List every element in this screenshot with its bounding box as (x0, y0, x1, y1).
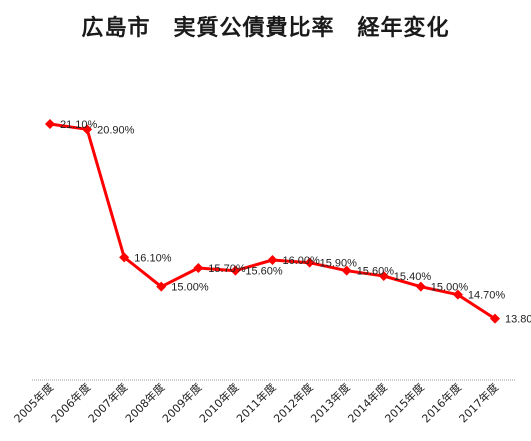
data-point-marker (193, 263, 204, 273)
data-label: 13.80% (505, 314, 531, 326)
data-point-marker (156, 281, 167, 292)
data-point-marker (304, 257, 315, 268)
data-label: 15.40% (394, 271, 432, 283)
data-label: 14.70% (468, 290, 506, 302)
data-point-marker (341, 265, 352, 276)
x-tick-label: 2013年度 (308, 380, 353, 425)
series-layer (45, 119, 500, 324)
x-tick-label: 2010年度 (196, 380, 241, 425)
data-point-marker (119, 252, 130, 263)
series-line (49, 122, 496, 320)
data-label: 15.90% (320, 258, 358, 270)
data-label: 20.90% (97, 124, 135, 136)
x-tick-label: 2014年度 (345, 380, 390, 425)
x-tick-layer: 2005年度2006年度2007年度2008年度2009年度2010年度2011… (11, 380, 501, 425)
data-point-marker (230, 265, 241, 276)
x-tick-label: 2008年度 (122, 380, 167, 425)
x-tick-label: 2015年度 (382, 380, 427, 425)
data-label: 15.60% (245, 266, 283, 278)
x-tick-label: 2005年度 (11, 380, 56, 425)
data-point-marker (490, 313, 500, 324)
x-tick-label: 2007年度 (85, 380, 130, 425)
data-point-marker (415, 281, 426, 292)
data-point-marker (267, 255, 278, 265)
x-tick-label: 2011年度 (233, 380, 278, 425)
data-label: 15.00% (171, 282, 209, 294)
x-tick-label: 2017年度 (456, 380, 501, 425)
data-label-layer: 21.10% 20.90%16.10%15.00%15.70% 15.60%16.0… (60, 119, 531, 326)
x-tick-label: 2006年度 (48, 380, 93, 425)
data-point-marker (452, 289, 463, 300)
x-tick-label: 2016年度 (419, 380, 464, 425)
data-point-marker (45, 119, 55, 129)
data-label: 16.10% (134, 252, 172, 264)
data-label: 16.00% (283, 255, 321, 267)
x-tick-label: 2009年度 (159, 380, 204, 425)
data-label: 15.60% (357, 266, 395, 278)
data-point-marker (378, 271, 389, 281)
data-point-marker (82, 124, 93, 135)
data-label: 15.70% (208, 263, 246, 275)
data-label: 15.00% (431, 282, 469, 294)
chart-title: 広島市 実質公債費比率 経年変化 (81, 16, 450, 41)
data-label: 21.10% (60, 119, 98, 131)
x-tick-label: 2012年度 (270, 380, 315, 425)
